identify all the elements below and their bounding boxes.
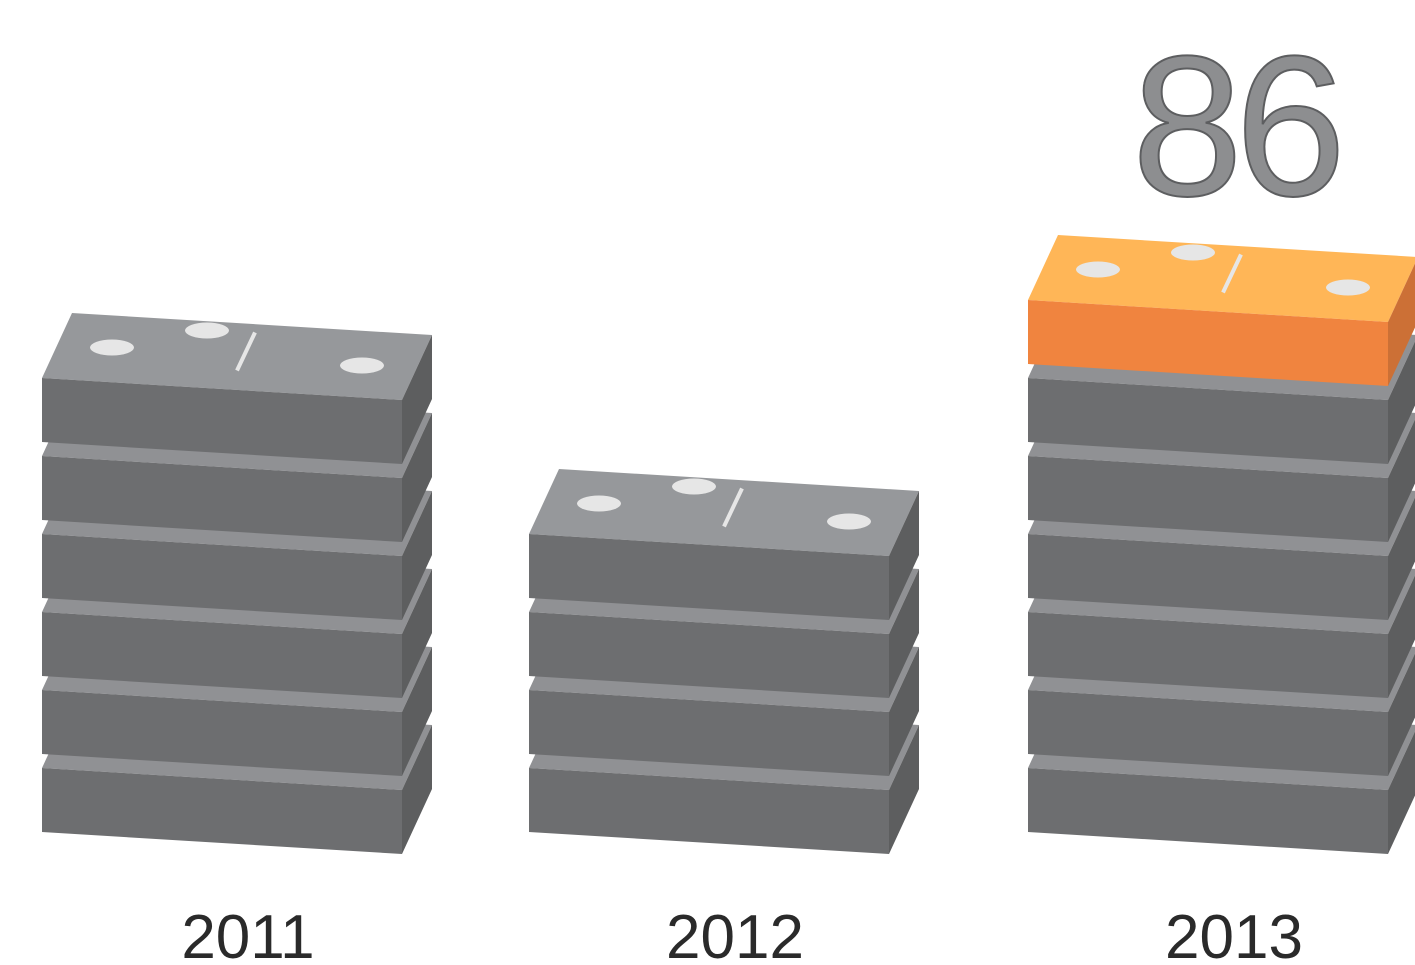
block-front <box>529 768 889 854</box>
percent-dot <box>1326 279 1370 296</box>
block-front <box>42 534 402 620</box>
block-front <box>42 456 402 542</box>
block-front <box>1028 768 1388 854</box>
block-side <box>1388 263 1415 386</box>
block-side <box>402 413 432 542</box>
percent-dot <box>577 495 621 512</box>
percent-dot <box>1171 244 1215 261</box>
x-tick-label: 2011 <box>181 903 314 965</box>
percent-dot <box>185 322 229 339</box>
block-side <box>1388 419 1415 542</box>
block-side <box>402 725 432 854</box>
block-top <box>42 313 432 400</box>
block-side <box>889 491 919 620</box>
block-front <box>529 690 889 776</box>
block-top <box>529 469 919 556</box>
stack <box>42 313 432 854</box>
block <box>529 469 919 620</box>
block-side <box>1388 653 1415 776</box>
block <box>42 313 432 464</box>
percent-dot <box>90 339 134 356</box>
annotation: 86 <box>1132 15 1338 238</box>
block-side <box>402 569 432 698</box>
block-side <box>889 569 919 698</box>
block-front <box>1028 612 1388 698</box>
block-front <box>1028 300 1388 386</box>
block-front <box>1028 378 1388 464</box>
x-tick-label: 2013 <box>1165 903 1303 965</box>
block-top <box>1028 235 1415 322</box>
block-front <box>1028 534 1388 620</box>
block-front <box>42 612 402 698</box>
block <box>1028 235 1415 386</box>
block-side <box>889 647 919 776</box>
block-front <box>42 378 402 464</box>
block-front <box>1028 690 1388 776</box>
block-side <box>889 725 919 854</box>
block-side <box>1388 575 1415 698</box>
block-side <box>402 647 432 776</box>
percent-slash <box>722 487 744 528</box>
stack <box>1028 235 1415 854</box>
percent-slash <box>1221 253 1243 294</box>
block-front <box>1028 456 1388 542</box>
block-side <box>402 335 432 464</box>
percent-dot <box>340 357 384 374</box>
percent-dot <box>672 478 716 495</box>
block-front <box>529 534 889 620</box>
percent-dot <box>1076 261 1120 278</box>
x-tick-label: 2012 <box>666 903 804 965</box>
block-front <box>42 690 402 776</box>
percent-dot <box>827 513 871 530</box>
block-side <box>402 491 432 620</box>
percent-slash <box>235 331 257 372</box>
block-side <box>1388 731 1415 854</box>
block-front <box>42 768 402 854</box>
block-front <box>529 612 889 698</box>
block-side <box>1388 497 1415 620</box>
block-side <box>1388 341 1415 464</box>
stack <box>529 469 919 854</box>
